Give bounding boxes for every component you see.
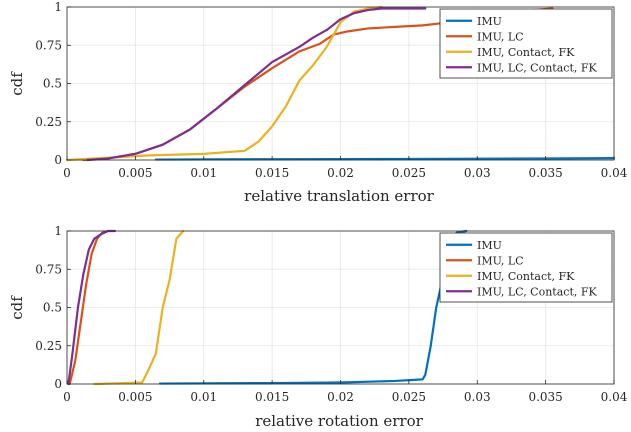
rotation-legend: IMU IMU, LC IMU, Contact, FK IMU, LC, Conta… [439, 232, 613, 303]
translation-series-line-3 [86, 7, 427, 162]
translation-legend-label-1: IMU, LC [477, 30, 524, 43]
translation-y-tick-label-1: 0.25 [35, 115, 62, 129]
rotation-x-ticks: 0 0.005 0.01 0.015 0.02 0.025 0.03 0.035 0.04 [63, 380, 628, 404]
translation-y-tick-label-0: 0 [54, 153, 62, 167]
rotation-y-tick-label-4: 1 [54, 224, 62, 238]
rotation-x-tick-label-8: 0.04 [601, 390, 628, 404]
translation-y-axis-label: cdf [8, 71, 26, 96]
rotation-x-tick-label-4: 0.02 [327, 390, 354, 404]
translation-x-axis-label: relative translation error [244, 187, 435, 205]
translation-y-tick-label-3: 0.75 [35, 38, 62, 52]
translation-x-tick-label-4: 0.02 [327, 166, 354, 180]
translation-y-ticks: 0 0.25 0.5 0.75 1 [35, 0, 71, 167]
rotation-x-tick-label-0: 0 [63, 390, 71, 404]
translation-x-tick-label-8: 0.04 [601, 166, 628, 180]
translation-x-tick-label-0: 0 [63, 166, 71, 180]
translation-y-tick-label-2: 0.5 [43, 77, 62, 91]
translation-x-tick-label-6: 0.03 [464, 166, 491, 180]
rotation-legend-label-1: IMU, LC [477, 254, 524, 267]
translation-legend: IMU IMU, LC IMU, Contact, FK IMU, LC, Conta… [439, 8, 613, 79]
rotation-x-tick-label-5: 0.025 [392, 390, 426, 404]
translation-x-ticks: 0 0.005 0.01 0.015 0.02 0.025 0.03 0.035 0.04 [63, 156, 628, 180]
translation-x-tick-label-3: 0.015 [255, 166, 289, 180]
translation-x-tick-label-1: 0.005 [118, 166, 152, 180]
translation-legend-label-2: IMU, Contact, FK [477, 46, 575, 59]
rotation-x-tick-label-7: 0.035 [528, 390, 562, 404]
translation-x-tick-label-2: 0.01 [190, 166, 217, 180]
rotation-error-chart: 0 0.005 0.01 0.015 0.02 0.025 0.03 0.035 0.04 00… [8, 224, 628, 430]
translation-x-tick-label-7: 0.035 [528, 166, 562, 180]
translation-series-line-0 [154, 157, 616, 161]
rotation-x-axis-label: relative rotation error [255, 412, 423, 430]
translation-legend-label-3: IMU, LC, Contact, FK [477, 61, 597, 74]
translation-error-chart: 0 0.005 0.01 0.015 0.02 0.025 0.03 0.035 0.04 00… [8, 0, 628, 205]
rotation-x-tick-label-1: 0.005 [118, 390, 152, 404]
rotation-x-tick-label-3: 0.015 [255, 390, 289, 404]
rotation-series-line-2 [93, 229, 185, 386]
rotation-y-tick-label-3: 0.75 [35, 262, 62, 276]
translation-x-tick-label-5: 0.025 [392, 166, 426, 180]
rotation-y-tick-label-2: 0.5 [43, 301, 62, 315]
rotation-series-line-3 [67, 229, 116, 386]
rotation-x-tick-label-2: 0.01 [190, 390, 217, 404]
translation-y-tick-label-4: 1 [54, 0, 62, 14]
rotation-y-ticks: 0 0.25 0.5 0.75 1 [35, 224, 71, 391]
rotation-legend-label-0: IMU [477, 239, 502, 252]
rotation-y-tick-label-1: 0.25 [35, 339, 62, 353]
translation-legend-label-0: IMU [477, 15, 502, 28]
rotation-legend-label-3: IMU, LC, Contact, FK [477, 285, 597, 298]
rotation-y-axis-label: cdf [8, 295, 26, 320]
rotation-y-tick-label-0: 0 [54, 377, 62, 391]
rotation-x-tick-label-6: 0.03 [464, 390, 491, 404]
rotation-legend-label-2: IMU, Contact, FK [477, 270, 575, 283]
